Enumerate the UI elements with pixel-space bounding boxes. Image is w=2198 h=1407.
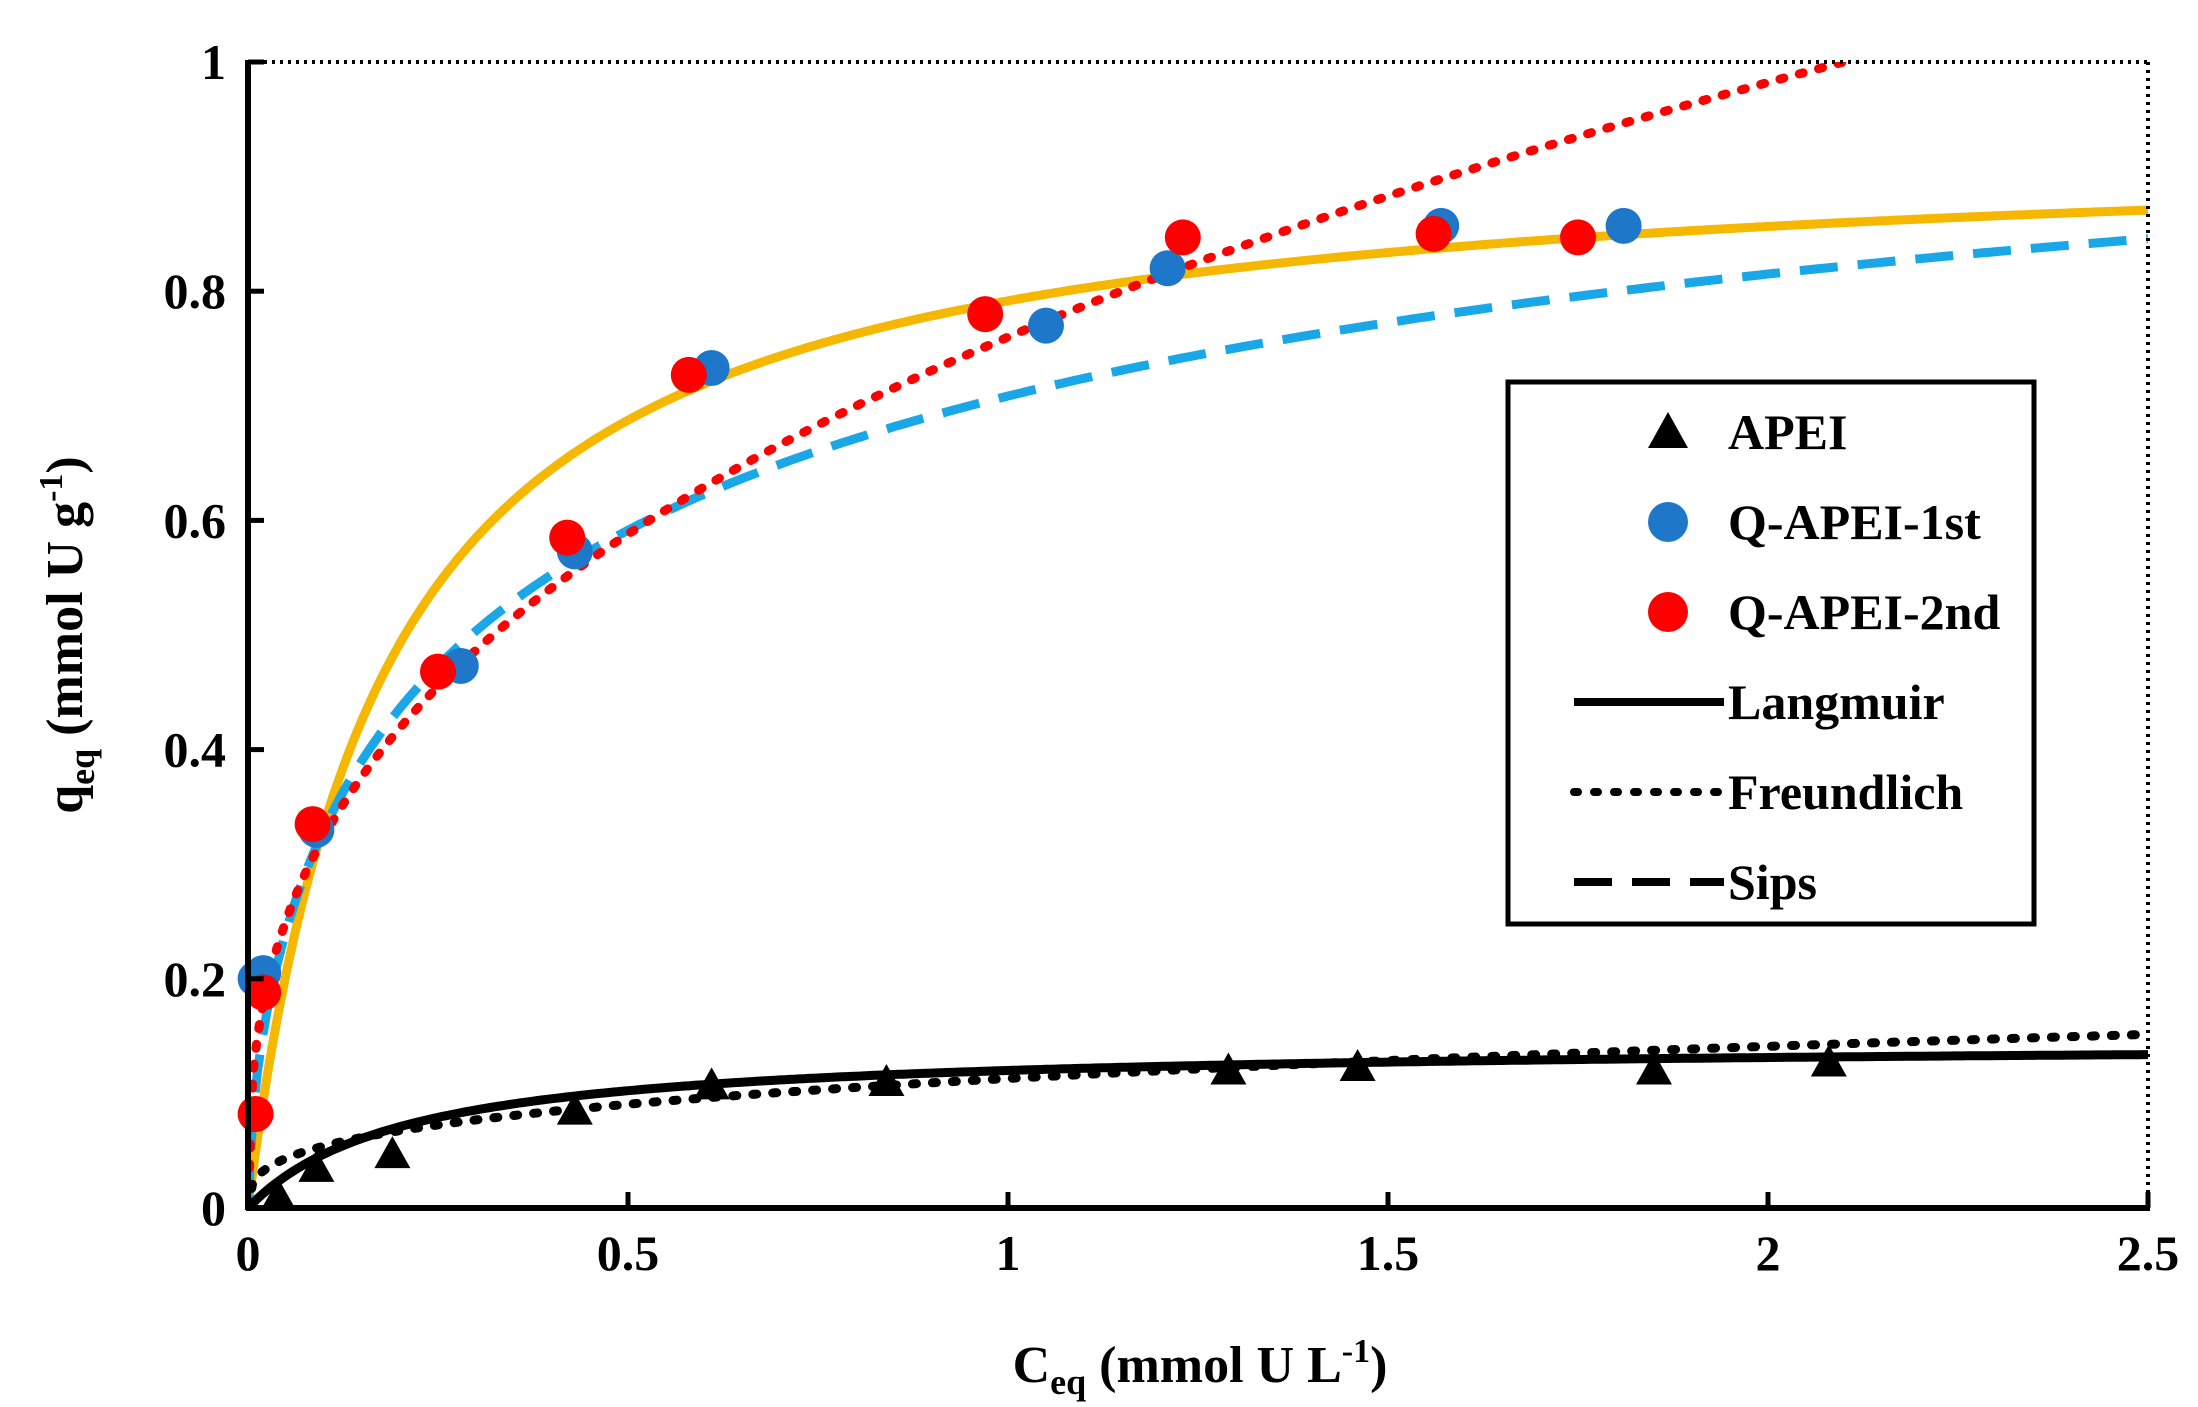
x-tick-label: 2	[1756, 1225, 1781, 1281]
fit-langmuir-apei-curve	[248, 1050, 2148, 1208]
data-point-apei	[693, 1067, 730, 1100]
y-tick-label: 0.6	[164, 492, 227, 548]
legend-q-apei-2nd-label: Q-APEI-2nd	[1728, 584, 2000, 640]
data-point-q-apei-2nd	[549, 519, 586, 556]
data-point-apei	[1339, 1049, 1376, 1082]
data-point-apei	[556, 1092, 593, 1125]
legend-q-apei-1st-marker	[1648, 502, 1688, 542]
x-tick-label: 1	[996, 1225, 1021, 1281]
data-point-q-apei-1st	[1605, 207, 1642, 244]
legend-freundlich-label: Freundlich	[1728, 764, 1963, 820]
x-tick-label: 1.5	[1357, 1225, 1420, 1281]
data-point-apei	[260, 1178, 297, 1211]
legend-langmuir-label: Langmuir	[1728, 674, 1945, 730]
y-tick-label: 0.2	[164, 951, 227, 1007]
legend: APEI Q-APEI-1st Q-APEI-2nd Langmuir Freundli…	[1505, 379, 2037, 927]
legend-q-apei-1st-label: Q-APEI-1st	[1728, 494, 1981, 550]
legend-apei-label: APEI	[1728, 404, 1847, 460]
data-point-q-apei-2nd	[237, 1096, 274, 1133]
data-point-apei	[374, 1136, 411, 1169]
fit-langmuir-q-apei-curve	[248, 205, 2148, 1208]
data-point-q-apei-1st	[1149, 250, 1186, 287]
data-point-q-apei-2nd	[420, 653, 456, 690]
x-tick-label: 2.5	[2117, 1225, 2180, 1281]
data-point-q-apei-2nd	[1415, 215, 1452, 252]
legend-q-apei-2nd-marker	[1648, 592, 1688, 632]
data-point-q-apei-2nd	[670, 356, 707, 393]
data-point-apei	[868, 1063, 905, 1096]
data-point-q-apei-1st	[1028, 307, 1064, 344]
data-point-apei	[1636, 1052, 1672, 1085]
data-point-q-apei-2nd	[245, 974, 282, 1011]
legend-apei-marker	[1648, 412, 1688, 448]
y-tick-label: 1	[201, 34, 226, 90]
x-axis-title: Ceq (mmol U L-1)	[1013, 1333, 1388, 1402]
y-tick-label: 0.8	[164, 263, 227, 319]
data-point-apei	[298, 1149, 335, 1182]
y-tick-label: 0.4	[164, 722, 227, 778]
legend-box	[1505, 379, 2037, 927]
data-point-apei	[1810, 1044, 1847, 1077]
y-tick-label: 0	[201, 1180, 226, 1236]
data-point-q-apei-2nd	[1164, 219, 1201, 256]
data-point-apei	[1210, 1052, 1247, 1085]
data-point-q-apei-2nd	[294, 806, 331, 843]
legend-sips-label: Sips	[1728, 854, 1817, 910]
data-point-q-apei-2nd	[967, 296, 1004, 333]
x-tick-label: 0	[236, 1225, 261, 1281]
fit-freundlich-apei-curve	[248, 1029, 2148, 1208]
x-tick-label: 0.5	[597, 1225, 660, 1281]
fit-freundlich-q-apei-curve	[248, 62, 1862, 1208]
fit-curves	[248, 62, 2148, 1208]
data-point-q-apei-2nd	[1560, 219, 1596, 256]
axes: 0 0.5 1 1.5 2 2.5 0 0.2 0.4 0.6 0.8 1	[164, 34, 2180, 1281]
fit-sips-q-apei-curve	[248, 234, 2148, 1208]
y-axis-title: qeq (mmol U g-1)	[33, 456, 102, 814]
